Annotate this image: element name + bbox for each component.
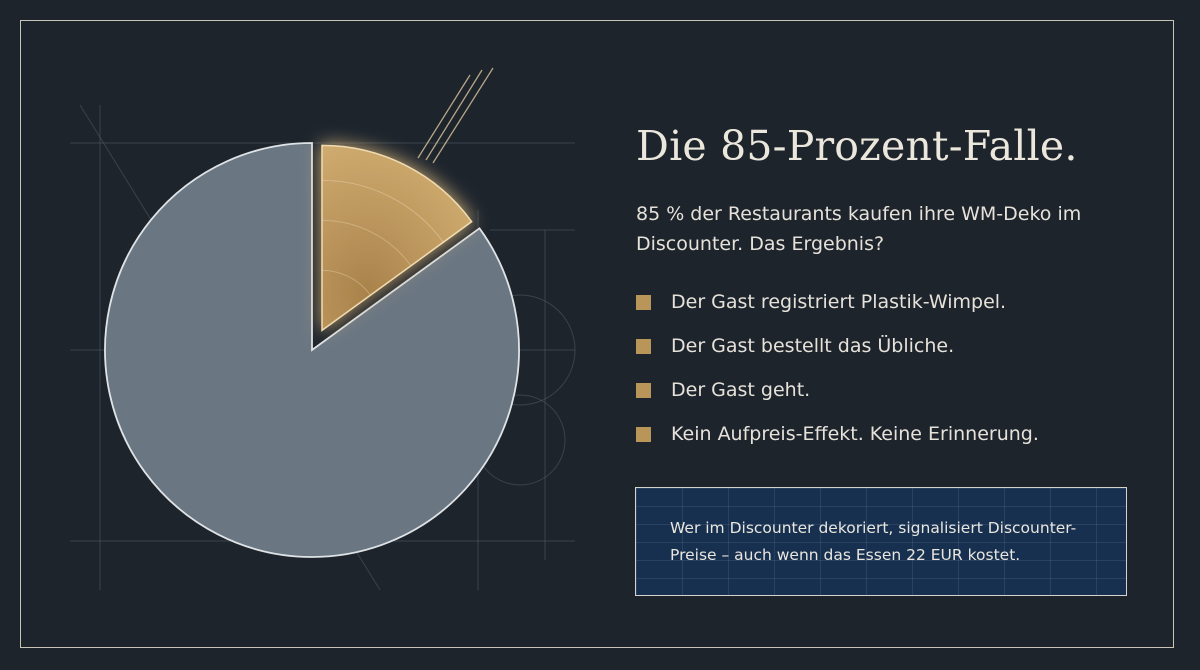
callout-text: Wer im Discounter dekoriert, signalisier… [670, 519, 1077, 564]
bullet-text: Der Gast geht. [671, 379, 811, 401]
bullet-text: Kein Aufpreis-Effekt. Keine Erinnerung. [671, 423, 1039, 445]
pie-slice-discounter [104, 142, 520, 558]
square-bullet-icon [636, 294, 651, 310]
bullet-item: Der Gast bestellt das Übliche. [636, 324, 1039, 368]
callout-box: Wer im Discounter dekoriert, signalisier… [635, 487, 1127, 596]
bullet-item: Kein Aufpreis-Effekt. Keine Erinnerung. [636, 412, 1039, 456]
bullet-item: Der Gast registriert Plastik-Wimpel. [636, 280, 1039, 324]
square-bullet-icon [636, 382, 651, 398]
square-bullet-icon [636, 426, 651, 442]
slide-subtitle: 85 % der Restaurants kaufen ihre WM-Deko… [636, 203, 1082, 255]
highlight-arc [321, 269, 371, 296]
slide-frame [20, 20, 1174, 648]
highlight-arc [321, 219, 412, 267]
highlight-arc [321, 179, 444, 243]
highlight-rays [417, 67, 494, 164]
bullet-item: Der Gast geht. [636, 368, 1039, 412]
square-bullet-icon [636, 338, 651, 354]
pie-slice-other [321, 144, 473, 332]
pie-slices [104, 142, 520, 558]
slide-title: Die 85-Prozent-Falle. [636, 122, 1078, 170]
bullet-text: Der Gast bestellt das Übliche. [671, 335, 955, 357]
bullet-list: Der Gast registriert Plastik-Wimpel. Der… [636, 280, 1039, 456]
bullet-text: Der Gast registriert Plastik-Wimpel. [671, 291, 1007, 313]
